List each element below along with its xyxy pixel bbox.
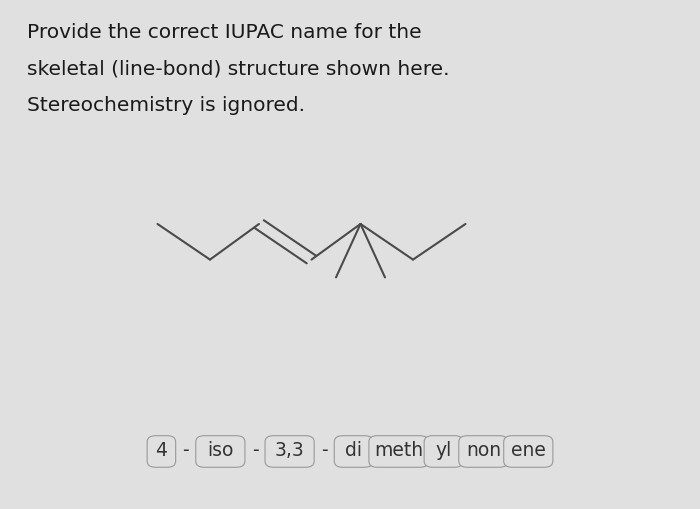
Text: skeletal (line-bond) structure shown here.: skeletal (line-bond) structure shown her… [27,60,449,78]
FancyBboxPatch shape [504,436,553,467]
Text: di: di [345,441,362,460]
FancyBboxPatch shape [196,436,245,467]
FancyBboxPatch shape [335,436,373,467]
Text: non: non [466,441,501,460]
Text: 3,3: 3,3 [274,441,304,460]
Text: 4: 4 [155,441,167,460]
Text: iso: iso [207,441,234,460]
Text: -: - [321,441,328,460]
Text: ene: ene [511,441,546,460]
Text: -: - [183,441,189,460]
FancyBboxPatch shape [147,436,176,467]
FancyBboxPatch shape [458,436,508,467]
Text: Provide the correct IUPAC name for the: Provide the correct IUPAC name for the [27,23,421,42]
FancyBboxPatch shape [265,436,314,467]
Text: Stereochemistry is ignored.: Stereochemistry is ignored. [27,96,305,115]
FancyBboxPatch shape [369,436,428,467]
Text: -: - [252,441,258,460]
Text: yl: yl [435,441,452,460]
FancyBboxPatch shape [424,436,463,467]
Text: meth: meth [374,441,424,460]
